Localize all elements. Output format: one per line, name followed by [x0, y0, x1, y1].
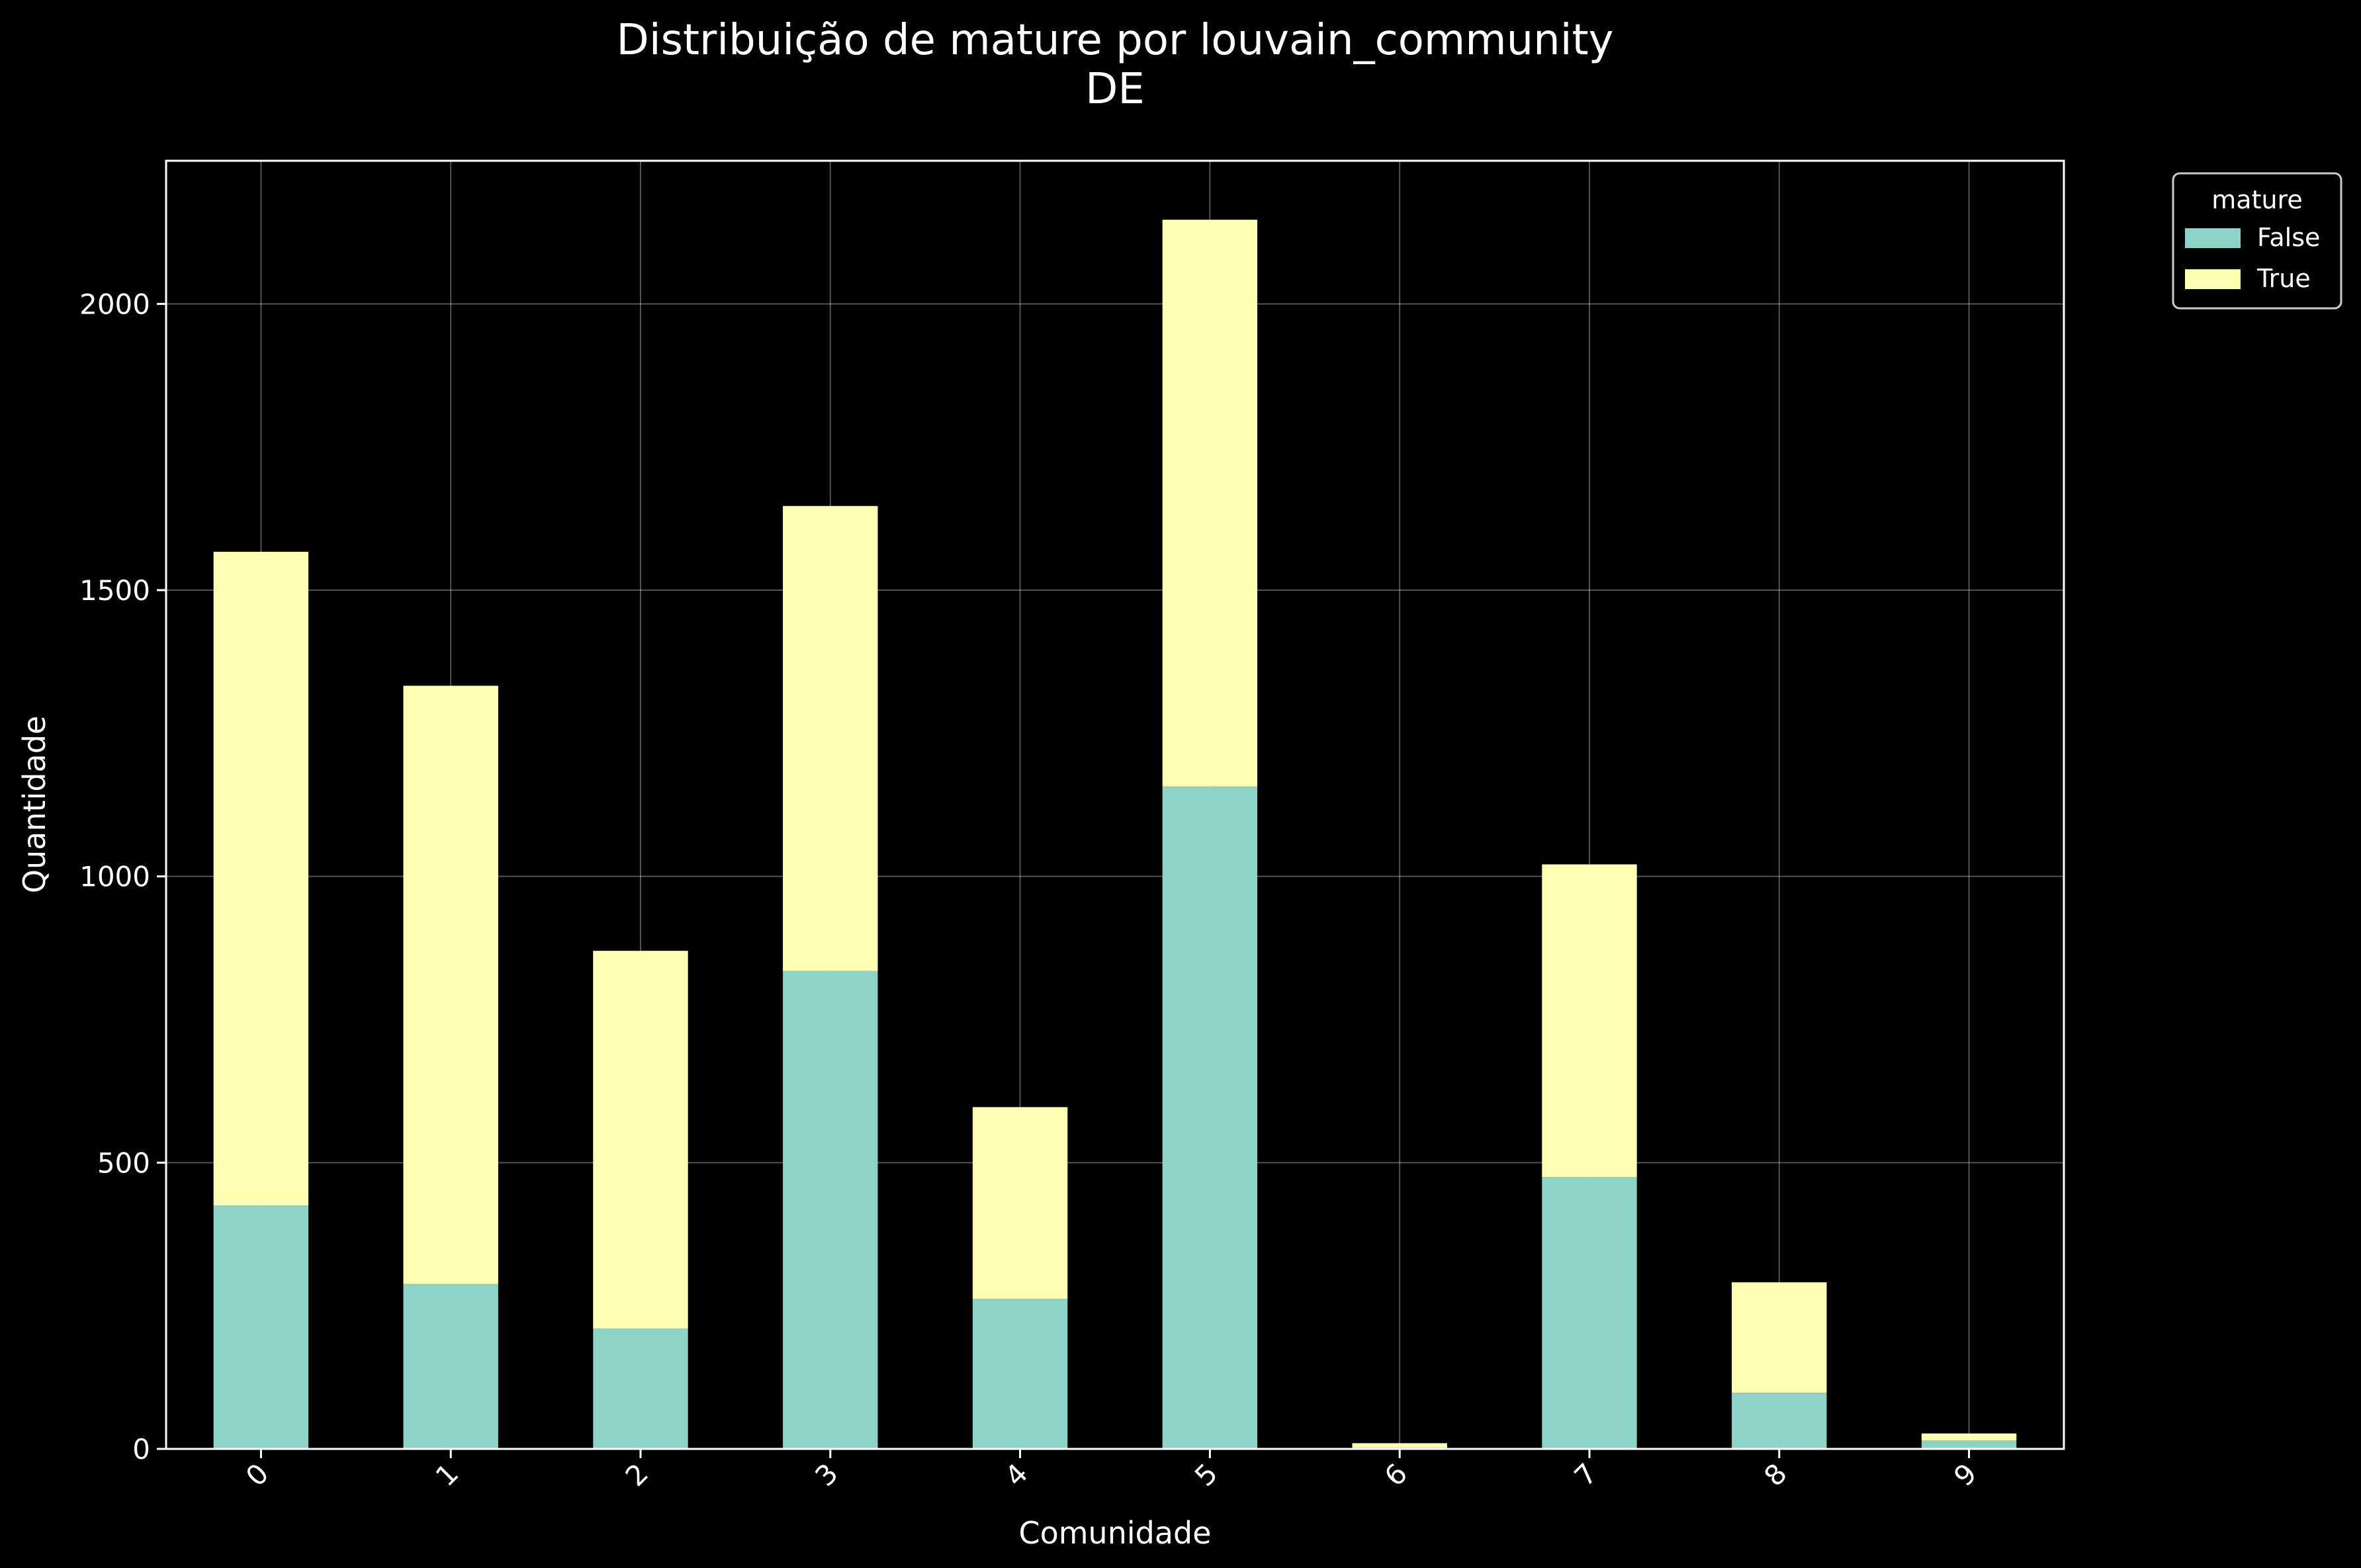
x-tick-label: 4 — [999, 1457, 1034, 1493]
y-tick-label: 0 — [132, 1433, 150, 1465]
bar-true-3 — [783, 505, 878, 971]
y-tick-label: 2000 — [79, 288, 150, 320]
y-axis: 0 500 1000 1500 2000 — [79, 288, 166, 1465]
bars — [213, 220, 2017, 1449]
chart-title: Distribuição de mature por louvain_commu… — [617, 16, 1614, 65]
bar-false-4 — [972, 1299, 1068, 1449]
x-tick-label: 1 — [429, 1457, 465, 1493]
legend-title: mature — [2211, 185, 2302, 214]
bar-true-6 — [1352, 1443, 1447, 1448]
bar-true-5 — [1162, 220, 1258, 787]
y-tick-label: 1000 — [79, 861, 150, 893]
bar-false-3 — [783, 971, 878, 1449]
legend: mature False True — [2172, 172, 2342, 310]
bar-false-1 — [403, 1284, 498, 1449]
x-tick-label: 2 — [619, 1457, 655, 1493]
legend-swatch-false — [2185, 228, 2241, 248]
bar-true-0 — [213, 552, 309, 1206]
y-axis-label: Quantidade — [17, 716, 52, 893]
x-tick-label: 3 — [809, 1457, 844, 1493]
x-tick-label: 5 — [1188, 1457, 1224, 1493]
bar-false-0 — [213, 1205, 309, 1449]
legend-label-true: True — [2256, 264, 2311, 293]
x-axis: 0 1 2 3 4 5 6 7 8 9 — [240, 1449, 1983, 1493]
x-tick-label: 9 — [1947, 1457, 1983, 1493]
bar-false-7 — [1542, 1176, 1637, 1449]
x-tick-label: 6 — [1378, 1457, 1414, 1493]
bar-false-8 — [1732, 1393, 1827, 1449]
bar-false-5 — [1162, 786, 1258, 1449]
chart-subtitle: DE — [1085, 65, 1145, 114]
x-tick-label: 8 — [1758, 1457, 1793, 1493]
plot-frame — [165, 159, 2065, 1450]
bar-true-8 — [1732, 1282, 1827, 1393]
bar-false-9 — [1921, 1440, 2017, 1449]
bar-true-4 — [972, 1107, 1068, 1299]
y-tick-label: 500 — [97, 1147, 150, 1179]
legend-label-false: False — [2257, 223, 2320, 252]
legend-swatch-true — [2185, 269, 2241, 289]
bar-true-2 — [593, 951, 688, 1329]
bar-true-7 — [1542, 864, 1637, 1177]
x-tick-label: 0 — [240, 1457, 275, 1493]
y-tick-label: 1500 — [79, 574, 150, 607]
x-axis-label: Comunidade — [1018, 1515, 1211, 1551]
bar-true-1 — [403, 685, 498, 1284]
bar-false-2 — [593, 1328, 688, 1449]
x-tick-label: 7 — [1568, 1457, 1604, 1493]
bar-true-9 — [1921, 1433, 2017, 1441]
